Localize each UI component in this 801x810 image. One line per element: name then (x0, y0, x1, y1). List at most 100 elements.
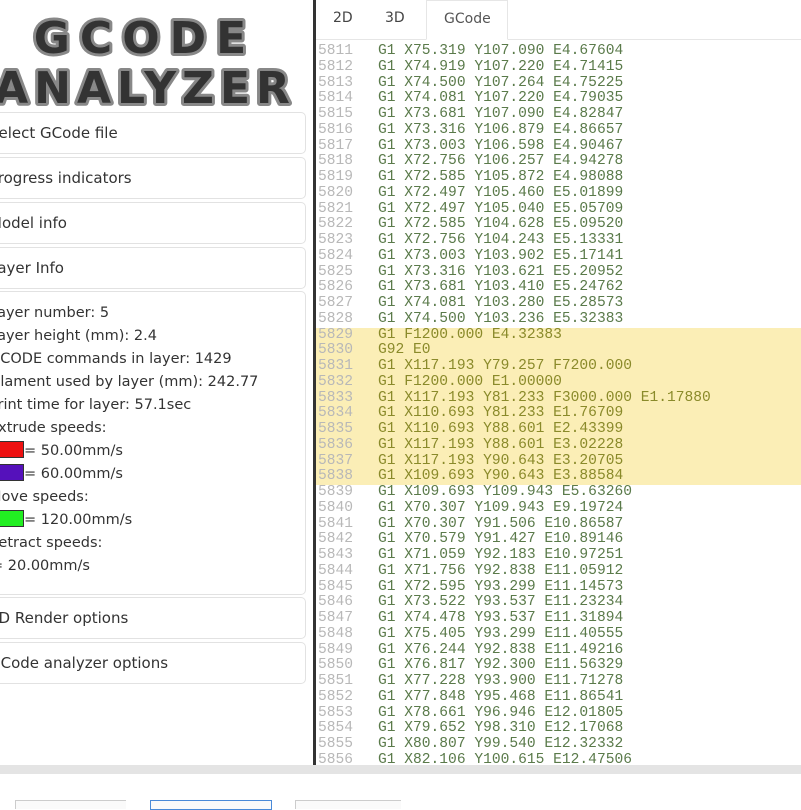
gcode-line[interactable]: 5836 G1 X117.193 Y88.601 E3.02228 (316, 436, 801, 454)
line-text: G1 X72.585 Y105.872 E4.98088 (378, 169, 624, 185)
section-label: Model info (0, 214, 67, 232)
line-text: G1 X110.693 Y88.601 E2.43399 (378, 421, 624, 437)
gcode-line[interactable]: 5829 G1 F1200.000 E4.32383 (316, 327, 801, 344)
line-text: G1 X75.405 Y93.299 E11.40555 (378, 625, 624, 642)
gcode-line[interactable]: 5831 G1 X117.193 Y79.257 F7200.000 (316, 358, 801, 375)
line-number: 5853 (318, 704, 354, 721)
line-number: 5830 (318, 342, 354, 359)
tab-3d[interactable]: 3D (385, 10, 405, 26)
logo-line2: ANALYZER (0, 63, 296, 108)
gcode-line[interactable]: 5842 G1 X70.579 Y91.427 E10.89146 (316, 531, 801, 548)
retract-speed-value: = 20.00mm/s (0, 558, 90, 574)
line-number: 5815 (318, 106, 354, 122)
main-view: 2D 3D GCode 5811 G1 X75.319 Y107.090 E4.6… (316, 0, 801, 765)
line-text: G1 X73.681 Y103.410 E5.24762 (378, 279, 624, 296)
gcode-line[interactable]: 5838 G1 X109.693 Y90.643 E3.88584 (316, 468, 801, 485)
gcode-line[interactable]: 5812 G1 X74.919 Y107.220 E4.71415 (316, 58, 801, 76)
move-speeds-label: Move speeds: (0, 489, 89, 505)
gcode-line[interactable]: 5821 G1 X72.497 Y105.040 E5.05709 (316, 201, 801, 218)
line-number: 5818 (318, 153, 354, 170)
gcode-line[interactable]: 5816 G1 X73.316 Y106.879 E4.86657 (316, 121, 801, 139)
horizontal-scrollbar[interactable] (0, 765, 801, 774)
gcode-line[interactable]: 5852 G1 X77.848 Y95.468 E11.86541 (316, 689, 801, 706)
gcode-line[interactable]: 5835 G1 X110.693 Y88.601 E2.43399 (316, 421, 801, 438)
line-text: G1 X74.500 Y103.236 E5.32383 (378, 310, 624, 327)
line-number: 5848 (318, 625, 354, 642)
line-number: 5839 (318, 484, 354, 500)
line-text: G1 X72.756 Y104.243 E5.13331 (378, 232, 624, 248)
gcode-line[interactable]: 5826 G1 X73.681 Y103.410 E5.24762 (316, 279, 801, 296)
line-text: G1 X70.579 Y91.427 E10.89146 (378, 531, 624, 548)
line-text: G1 X77.228 Y93.900 E11.71278 (378, 673, 624, 689)
gcode-line[interactable]: 5845 G1 X72.595 Y93.299 E11.14573 (316, 579, 801, 596)
gcode-listing[interactable]: 5811 G1 X75.319 Y107.090 E4.67604 5812 G1 X… (316, 43, 801, 765)
gcode-line[interactable]: 5822 G1 X72.585 Y104.628 E5.09520 (316, 216, 801, 233)
thumbnail[interactable] (295, 800, 401, 809)
gcode-line[interactable]: 5819 G1 X72.585 Y105.872 E4.98088 (316, 169, 801, 186)
line-text: G1 X72.756 Y106.257 E4.94278 (378, 153, 624, 170)
gcode-line[interactable]: 5841 G1 X70.307 Y91.506 E10.86587 (316, 516, 801, 533)
gcode-line[interactable]: 5854 G1 X79.652 Y98.310 E12.17068 (316, 720, 801, 737)
gcode-line[interactable]: 5849 G1 X76.244 Y92.838 E11.49216 (316, 641, 801, 659)
gcode-line[interactable]: 5818 G1 X72.756 Y106.257 E4.94278 (316, 153, 801, 170)
section-model-info[interactable]: Model info (0, 202, 306, 244)
gcode-line[interactable]: 5843 G1 X71.059 Y92.183 E10.97251 (316, 547, 801, 564)
gcode-line[interactable]: 5853 G1 X78.661 Y96.946 E12.01805 (316, 704, 801, 722)
line-number: 5840 (318, 499, 354, 516)
gcode-line[interactable]: 5814 G1 X74.081 Y107.220 E4.79035 (316, 90, 801, 107)
view-tabs: 2D 3D GCode (316, 0, 801, 40)
gcode-line[interactable]: 5813 G1 X74.500 Y107.264 E4.75225 (316, 74, 801, 92)
section-gcode-analyzer-options[interactable]: GCode analyzer options (0, 642, 306, 684)
line-number: 5832 (318, 373, 354, 390)
gcode-line[interactable]: 5839 G1 X109.693 Y109.943 E5.63260 (316, 484, 801, 501)
tab-2d[interactable]: 2D (333, 10, 353, 26)
tab-gcode[interactable]: GCode (426, 0, 508, 40)
line-number: 5826 (318, 279, 354, 296)
thumbnail[interactable] (15, 800, 126, 809)
gcode-line[interactable]: 5846 G1 X73.522 Y93.537 E11.23234 (316, 594, 801, 611)
thumbnail-selected[interactable] (150, 800, 272, 810)
line-text: G1 X117.193 Y88.601 E3.02228 (378, 436, 624, 453)
gcode-line[interactable]: 5840 G1 X70.307 Y109.943 E9.19724 (316, 499, 801, 517)
gcode-line[interactable]: 5815 G1 X73.681 Y107.090 E4.82847 (316, 106, 801, 123)
gcode-line[interactable]: 5833 G1 X117.193 Y81.233 F3000.000 E1.178… (316, 390, 801, 407)
section-layer-info[interactable]: Layer Info (0, 247, 306, 289)
line-text: G1 X76.244 Y92.838 E11.49216 (378, 641, 624, 658)
gcode-line[interactable]: 5817 G1 X73.003 Y106.598 E4.90467 (316, 138, 801, 155)
line-number: 5823 (318, 232, 354, 248)
gcode-line[interactable]: 5824 G1 X73.003 Y103.902 E5.17141 (316, 247, 801, 265)
gcode-line[interactable]: 5844 G1 X71.756 Y92.838 E11.05912 (316, 563, 801, 580)
line-number: 5812 (318, 58, 354, 75)
gcode-line[interactable]: 5848 G1 X75.405 Y93.299 E11.40555 (316, 625, 801, 643)
section-3d-render-options[interactable]: 3D Render options (0, 597, 306, 639)
gcode-line[interactable]: 5834 G1 X110.693 Y81.233 E1.76709 (316, 405, 801, 422)
gcode-line[interactable]: 5825 G1 X73.316 Y103.621 E5.20952 (316, 264, 801, 281)
line-number: 5831 (318, 358, 354, 374)
gcode-line[interactable]: 5823 G1 X72.756 Y104.243 E5.13331 (316, 232, 801, 249)
line-number: 5842 (318, 531, 354, 548)
line-text: G1 X117.193 Y79.257 F7200.000 (378, 358, 632, 374)
gcode-line[interactable]: 5837 G1 X117.193 Y90.643 E3.20705 (316, 453, 801, 470)
gcode-line[interactable]: 5820 G1 X72.497 Y105.460 E5.01899 (316, 185, 801, 202)
line-number: 5811 (318, 43, 354, 59)
gcode-line[interactable]: 5830 G92 E0 (316, 342, 801, 359)
line-number: 5813 (318, 74, 354, 91)
section-label: 3D Render options (0, 609, 129, 627)
line-number: 5822 (318, 216, 354, 233)
gcode-line[interactable]: 5851 G1 X77.228 Y93.900 E11.71278 (316, 673, 801, 690)
gcode-line[interactable]: 5850 G1 X76.817 Y92.300 E11.56329 (316, 657, 801, 674)
gcode-line[interactable]: 5832 G1 F1200.000 E1.00000 (316, 373, 801, 391)
gcode-line[interactable]: 5855 G1 X80.807 Y99.540 E12.32332 (316, 736, 801, 753)
panel-divider[interactable] (313, 0, 316, 765)
section-progress-indicators[interactable]: Progress indicators (0, 157, 306, 199)
gcode-line[interactable]: 5811 G1 X75.319 Y107.090 E4.67604 (316, 43, 801, 60)
gcode-line[interactable]: 5856 G1 X82.106 Y100.615 E12.47506 (316, 752, 801, 765)
line-text: G1 X73.003 Y103.902 E5.17141 (378, 247, 624, 264)
line-text: G1 X73.316 Y106.879 E4.86657 (378, 121, 624, 138)
line-number: 5816 (318, 121, 354, 138)
section-label: Layer Info (0, 259, 64, 277)
gcode-line[interactable]: 5847 G1 X74.478 Y93.537 E11.31894 (316, 610, 801, 627)
gcode-line[interactable]: 5827 G1 X74.081 Y103.280 E5.28573 (316, 295, 801, 312)
gcode-line[interactable]: 5828 G1 X74.500 Y103.236 E5.32383 (316, 310, 801, 328)
section-select-gcode-file[interactable]: Select GCode file (0, 112, 306, 154)
